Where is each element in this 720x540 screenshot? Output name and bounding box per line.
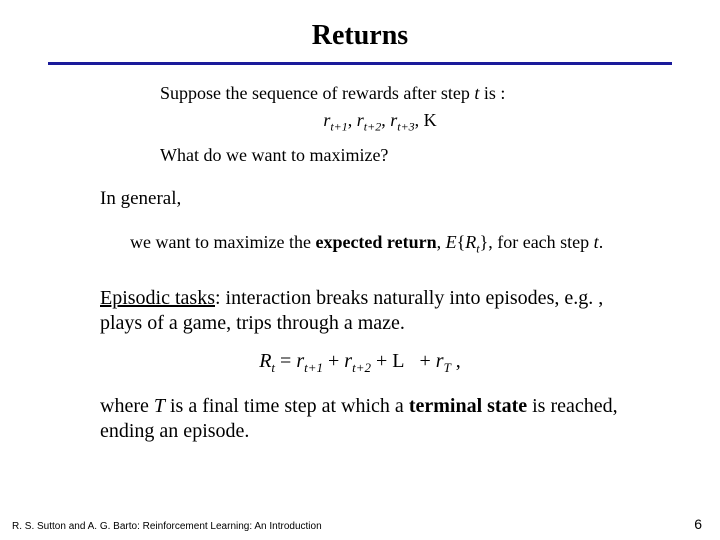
where-line: where T is a final time step at which a …	[100, 394, 620, 444]
terminal-state-term: terminal state	[409, 395, 527, 417]
comma: ,	[348, 110, 357, 130]
text: is a final time step at which a	[165, 395, 409, 417]
text: is :	[479, 83, 505, 103]
plus: +	[414, 350, 435, 372]
R: R	[259, 350, 271, 372]
suppose-line: Suppose the sequence of rewards after st…	[160, 83, 660, 104]
sub: t	[271, 360, 275, 375]
r: r	[357, 110, 364, 130]
episodic-tasks-term: Episodic tasks	[100, 287, 215, 309]
sub: t+1	[330, 120, 347, 134]
comma: ,	[381, 110, 390, 130]
E: E	[446, 232, 457, 252]
episodic-block: Episodic tasks: interaction breaks natur…	[68, 286, 660, 444]
expected-return-line: we want to maximize the expected return,…	[130, 232, 660, 257]
L: L	[392, 350, 404, 372]
r: r	[296, 350, 304, 372]
r1: rt+1	[323, 110, 347, 130]
sub: T	[444, 360, 451, 375]
reward-sequence: rt+1, rt+2, rt+3, K	[100, 110, 660, 135]
brace: {	[457, 232, 466, 252]
sub: t+3	[397, 120, 414, 134]
r: r	[436, 350, 444, 372]
r2: rt+2	[357, 110, 381, 130]
var-T: T	[154, 395, 165, 417]
content-area: Suppose the sequence of rewards after st…	[0, 83, 720, 444]
slide: Returns Suppose the sequence of rewards …	[0, 0, 720, 540]
text: Suppose the sequence of rewards after st…	[160, 83, 474, 103]
R: R	[465, 232, 476, 252]
expected-return-term: expected return	[315, 232, 436, 252]
sub: t+2	[352, 360, 371, 375]
episodic-text: Episodic tasks: interaction breaks natur…	[100, 286, 620, 336]
plus: +	[328, 350, 344, 372]
title-rule	[48, 62, 672, 65]
footer-citation: R. S. Sutton and A. G. Barto: Reinforcem…	[12, 521, 322, 532]
sub: t+2	[364, 120, 381, 134]
tail: , K	[415, 110, 437, 130]
r3: rt+3	[390, 110, 414, 130]
sub: t+1	[304, 360, 323, 375]
return-formula: Rt = rt+1 + rt+2 + L + rT ,	[100, 350, 620, 376]
eq: =	[280, 350, 296, 372]
plus: +	[376, 350, 392, 372]
text: , for each step	[488, 232, 593, 252]
in-general-line: In general,	[100, 188, 660, 210]
slide-title: Returns	[0, 20, 720, 52]
r: r	[344, 350, 352, 372]
page-number: 6	[694, 516, 702, 532]
question-line: What do we want to maximize?	[160, 145, 660, 166]
brace: }	[480, 232, 489, 252]
comma: ,	[456, 350, 461, 372]
text: we want to maximize the	[130, 232, 315, 252]
text: .	[599, 232, 604, 252]
text: ,	[437, 232, 446, 252]
text: where	[100, 395, 154, 417]
